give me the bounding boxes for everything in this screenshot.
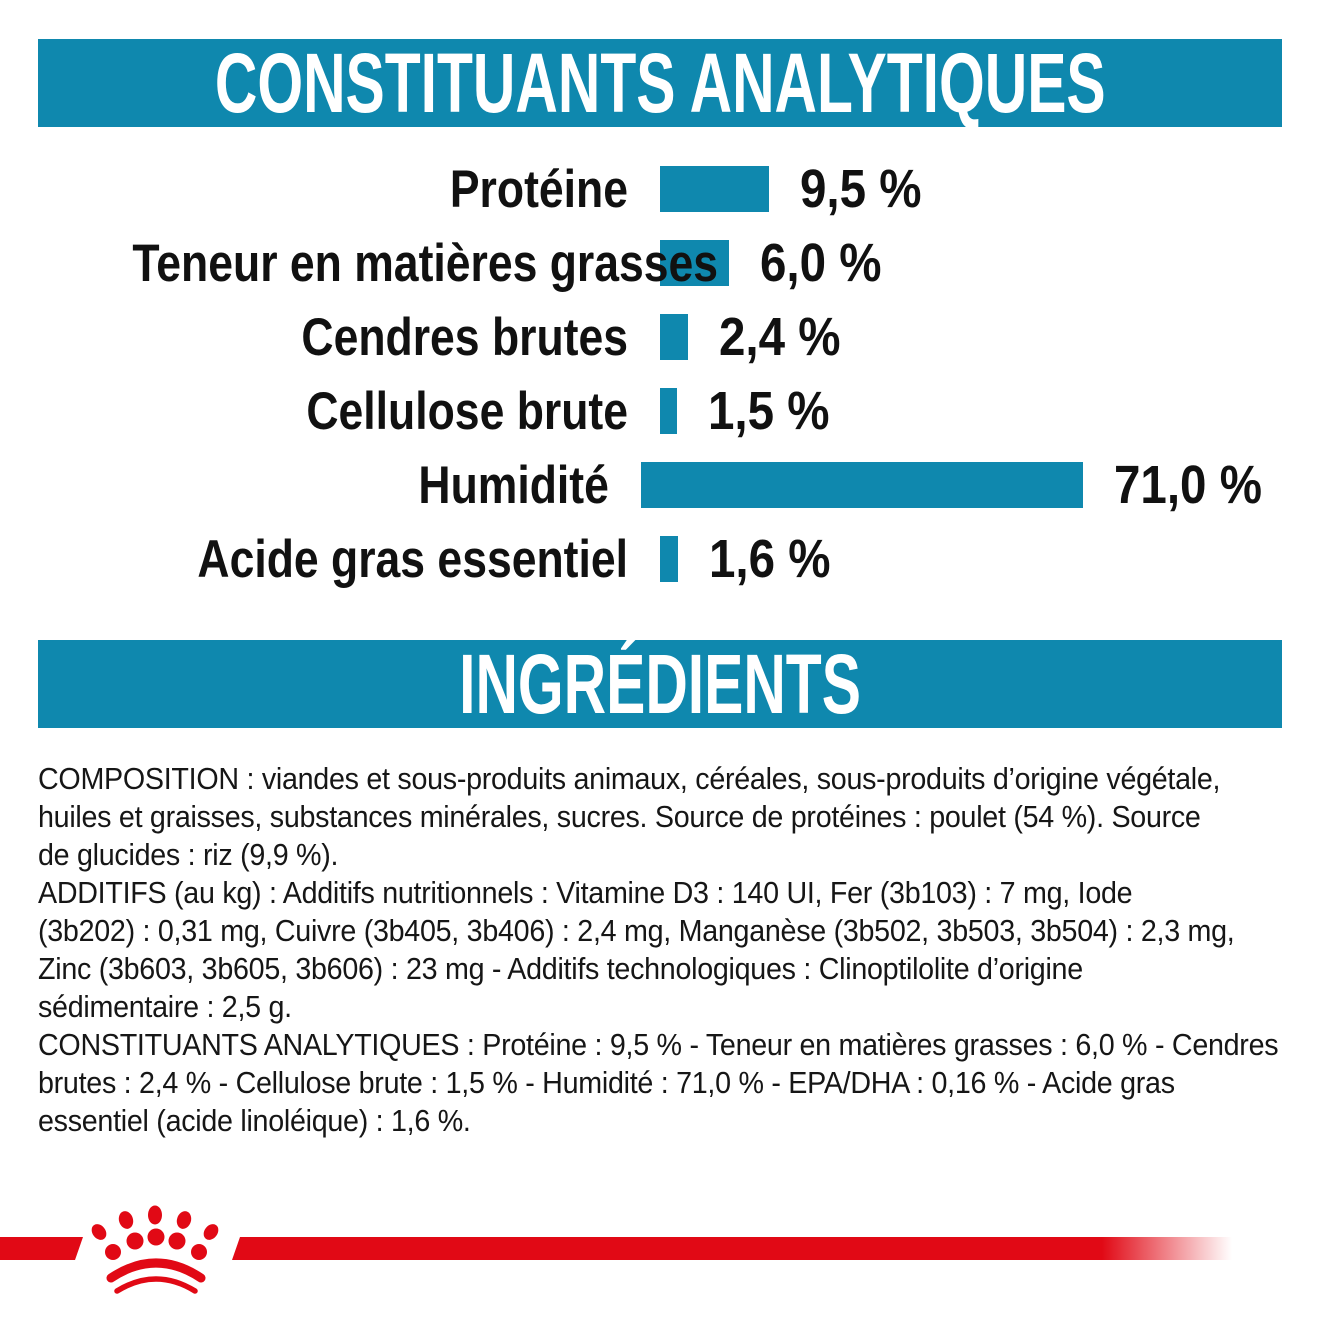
analytical-constituents-title: CONSTITUANTS ANALYTIQUES <box>214 36 1106 130</box>
chart-category-label: Acide gras essentiel <box>197 529 628 589</box>
ingredients-text-line: sédimentaire : 2,5 g. <box>38 990 292 1024</box>
chart-value-label: 71,0 % <box>1113 455 1262 515</box>
chart-value-label: 2,4 % <box>719 307 841 367</box>
chart-row: Acide gras essentiel 1,6 % <box>38 532 1282 586</box>
ingredients-text-line: (3b202) : 0,31 mg, Cuivre (3b405, 3b406)… <box>38 914 1235 948</box>
chart-row: Humidité 71,0 % <box>38 458 1282 512</box>
analytical-constituents-chart: Protéine 9,5 % Teneur en matières grasses 6… <box>38 162 1282 610</box>
chart-category-label: Cendres brutes <box>301 307 628 367</box>
chart-category-label: Humidité <box>418 455 609 515</box>
ingredients-text-line: CONSTITUANTS ANALYTIQUES : Protéine : 9,… <box>38 1028 1279 1062</box>
chart-category-label: Protéine <box>449 159 628 219</box>
chart-bar <box>660 314 688 360</box>
ingredients-title: INGRÉDIENTS <box>459 637 861 731</box>
chart-bar <box>660 536 678 582</box>
chart-bar <box>660 240 729 286</box>
ingredients-text-line: de glucides : riz (9,9 %). <box>38 838 339 872</box>
ingredients-text-line: essentiel (acide linoléique) : 1,6 %. <box>38 1104 471 1138</box>
chart-bar <box>640 462 1083 508</box>
ingredients-text-line: COMPOSITION : viandes et sous-produits a… <box>38 762 1221 796</box>
ingredients-text-line: brutes : 2,4 % - Cellulose brute : 1,5 %… <box>38 1066 1175 1100</box>
ingredients-text-line: ADDITIFS (au kg) : Additifs nutritionnel… <box>38 876 1133 910</box>
royal-canin-crown-icon <box>91 1205 219 1294</box>
chart-value-label: 6,0 % <box>760 233 882 293</box>
chart-value-label: 1,5 % <box>708 381 830 441</box>
footer-red-stripe-left <box>0 1237 83 1260</box>
chart-row: Teneur en matières grasses 6,0 % <box>38 236 1282 290</box>
chart-category-label: Teneur en matières grasses <box>132 233 719 293</box>
chart-row: Protéine 9,5 % <box>38 162 1282 216</box>
chart-bar <box>660 166 769 212</box>
ingredients-header: INGRÉDIENTS <box>38 640 1282 728</box>
chart-row: Cellulose brute 1,5 % <box>38 384 1282 438</box>
ingredients-paragraphs: COMPOSITION : viandes et sous-produits a… <box>38 760 1286 1140</box>
ingredients-text-line: huiles et graisses, substances minérales… <box>38 800 1201 834</box>
chart-value-label: 9,5 % <box>800 159 922 219</box>
chart-category-label: Cellulose brute <box>306 381 628 441</box>
footer-red-stripe-right <box>232 1237 1232 1260</box>
chart-bar <box>660 388 677 434</box>
chart-value-label: 1,6 % <box>709 529 831 589</box>
ingredients-text-line: Zinc (3b603, 3b605, 3b606) : 23 mg - Add… <box>38 952 1083 986</box>
analytical-constituents-header: CONSTITUANTS ANALYTIQUES <box>38 39 1282 127</box>
chart-row: Cendres brutes 2,4 % <box>38 310 1282 364</box>
